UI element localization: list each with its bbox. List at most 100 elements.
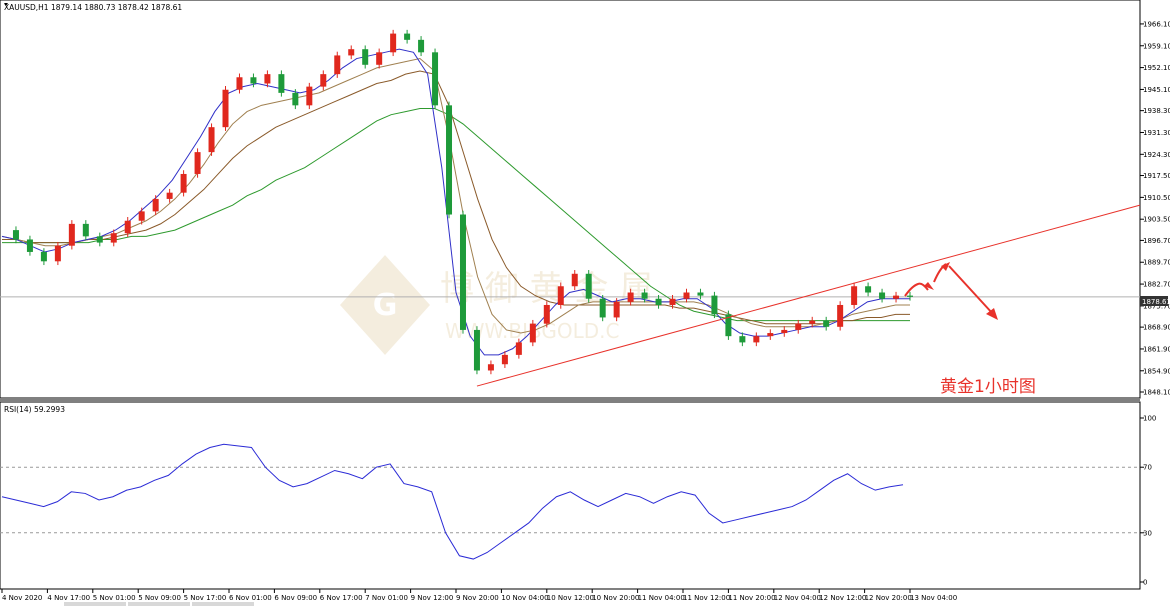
candle-body bbox=[851, 286, 858, 305]
chart-annotation: 黄金1小时图 bbox=[940, 377, 1036, 397]
candle-body bbox=[487, 364, 494, 371]
xtick-label: 10 Nov 20:00 bbox=[592, 594, 639, 602]
xtick-label: 11 Nov 20:00 bbox=[728, 594, 775, 602]
candle-body bbox=[571, 273, 578, 287]
current-price-label: 1878.61 bbox=[1142, 298, 1170, 306]
xtick-label: 4 Nov 2020 bbox=[2, 594, 42, 602]
rsi-ytick-label: 70 bbox=[1143, 464, 1152, 472]
xtick-label: 7 Nov 01:00 bbox=[365, 594, 408, 602]
candle-body bbox=[432, 52, 439, 106]
price-ytick-label: 1959.10 bbox=[1143, 42, 1170, 50]
price-ytick-label: 1917.50 bbox=[1143, 172, 1170, 180]
candle-body bbox=[194, 152, 201, 174]
price-ytick-label: 1931.30 bbox=[1143, 129, 1170, 137]
candle-body bbox=[753, 336, 760, 343]
arrow-head-2-icon bbox=[941, 262, 950, 271]
instrument-title: XAUUSD,H1 1879.14 1880.73 1878.42 1878.6… bbox=[4, 3, 182, 12]
xtick-label: 6 Nov 09:00 bbox=[274, 594, 317, 602]
candle-body bbox=[54, 245, 61, 262]
rsi-line bbox=[1, 443, 904, 560]
candle-body bbox=[585, 273, 592, 299]
candle-body bbox=[795, 323, 802, 330]
candle-body bbox=[26, 239, 33, 252]
candle-body bbox=[40, 251, 47, 262]
price-ytick-label: 1910.50 bbox=[1143, 194, 1170, 202]
candle-body bbox=[334, 55, 341, 75]
rsi-pane-frame bbox=[0, 401, 1141, 590]
candle-body bbox=[180, 173, 187, 193]
candle-body bbox=[809, 320, 816, 324]
candle-body bbox=[292, 92, 299, 106]
xtick-label: 5 Nov 09:00 bbox=[138, 594, 181, 602]
price-ytick-label: 1889.70 bbox=[1143, 259, 1170, 267]
xtick-label: 6 Nov 17:00 bbox=[320, 594, 363, 602]
candle-body bbox=[683, 292, 690, 299]
candle-body bbox=[599, 298, 606, 318]
candle-body bbox=[376, 52, 383, 65]
candle-body bbox=[557, 286, 564, 305]
moving-average-ma-mid bbox=[1, 58, 910, 334]
candle-body bbox=[767, 333, 774, 337]
time-scroll-segment[interactable] bbox=[192, 602, 254, 606]
current-price-tag bbox=[1140, 296, 1168, 306]
time-scroll-segment[interactable] bbox=[64, 602, 126, 606]
time-scroll-segment[interactable] bbox=[128, 602, 190, 606]
candle-body bbox=[515, 342, 522, 355]
candle-body bbox=[501, 354, 508, 365]
xtick-label: 12 Nov 12:00 bbox=[819, 594, 866, 602]
candle-body bbox=[613, 301, 620, 318]
xtick-label: 6 Nov 01:00 bbox=[229, 594, 272, 602]
candle-body bbox=[278, 74, 285, 93]
candle-body bbox=[166, 192, 173, 199]
price-ytick-label: 1896.70 bbox=[1143, 237, 1170, 245]
moving-average-ma-slow bbox=[2, 70, 910, 325]
forecast-arrows bbox=[904, 262, 998, 320]
arrow-head-3-icon bbox=[986, 308, 998, 320]
arrow-head-1-icon bbox=[924, 282, 934, 290]
candle-body bbox=[697, 292, 704, 296]
candle-body bbox=[68, 223, 75, 246]
candle-body bbox=[627, 292, 634, 302]
candle-body bbox=[823, 320, 830, 327]
candle-body bbox=[711, 295, 718, 315]
candle-body bbox=[320, 74, 327, 87]
price-ytick-label: 1875.70 bbox=[1143, 302, 1170, 310]
xtick-label: 5 Nov 17:00 bbox=[184, 594, 227, 602]
xtick-label: 9 Nov 12:00 bbox=[411, 594, 454, 602]
candle-body bbox=[236, 77, 243, 90]
xtick-label: 12 Nov 20:00 bbox=[865, 594, 912, 602]
candle-body bbox=[865, 286, 872, 293]
watermark-logo-icon bbox=[340, 255, 430, 355]
candle-body bbox=[907, 295, 913, 297]
trendline bbox=[476, 204, 1141, 387]
candle-body bbox=[879, 292, 886, 299]
dropdown-icon[interactable] bbox=[4, 3, 8, 6]
candle-body bbox=[669, 298, 676, 305]
rsi-ytick-label: 0 bbox=[1143, 579, 1147, 587]
price-pane-frame bbox=[0, 0, 1141, 399]
price-ytick-label: 1868.90 bbox=[1143, 324, 1170, 332]
candle-body bbox=[110, 233, 117, 243]
candle-body bbox=[543, 304, 550, 324]
xtick-label: 9 Nov 20:00 bbox=[456, 594, 499, 602]
candle-body bbox=[529, 323, 536, 343]
rsi-ytick-label: 30 bbox=[1143, 529, 1152, 537]
candle-body bbox=[418, 39, 425, 53]
candle-body bbox=[837, 304, 844, 327]
xtick-label: 4 Nov 17:00 bbox=[47, 594, 90, 602]
candle-body bbox=[124, 220, 131, 234]
candle-body bbox=[641, 292, 648, 299]
candle-body bbox=[725, 314, 732, 337]
price-ytick-label: 1903.50 bbox=[1143, 216, 1170, 224]
price-ytick-label: 1938.30 bbox=[1143, 107, 1170, 115]
candle-body bbox=[82, 223, 89, 237]
candle-body bbox=[739, 336, 746, 343]
rsi-ytick-label: 100 bbox=[1143, 415, 1156, 423]
price-ytick-label: 1952.10 bbox=[1143, 64, 1170, 72]
candle-body bbox=[138, 211, 145, 221]
candle-body bbox=[404, 33, 411, 40]
xtick-label: 10 Nov 12:00 bbox=[547, 594, 594, 602]
xtick-label: 10 Nov 04:00 bbox=[501, 594, 548, 602]
